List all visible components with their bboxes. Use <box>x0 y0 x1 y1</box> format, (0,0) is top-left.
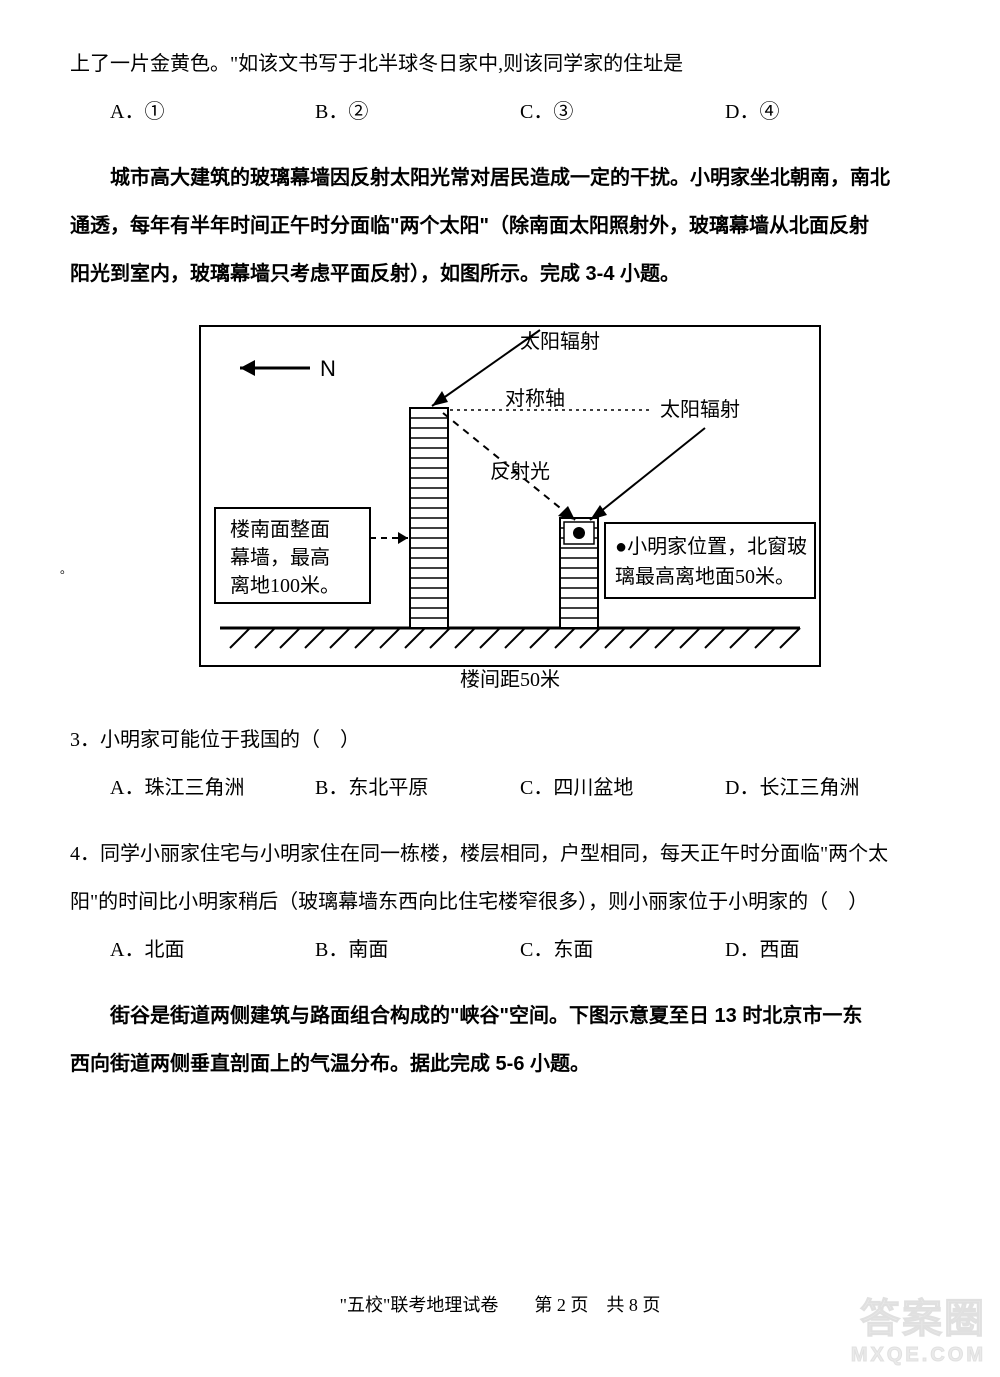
sun-radiation-label-top: 太阳辐射 <box>520 330 600 353</box>
page-footer: "五校"联考地理试卷 第 2 页 共 8 页 <box>0 1291 1000 1317</box>
watermark-line2: MXQE.COM <box>851 1344 986 1367</box>
q4-opt-a: A．北面 <box>110 926 315 974</box>
q4-stem-l2: 阳"的时间比小明家稍后（玻璃幕墙东西向比住宅楼窄很多），则小丽家位于小明家的（ … <box>70 878 930 926</box>
q4-options: A．北面 B．南面 C．东面 D．西面 <box>70 926 930 974</box>
q3-opt-b: B．东北平原 <box>315 764 520 812</box>
sun-radiation-label-right: 太阳辐射 <box>660 398 740 421</box>
passage-b-line2: 西向街道两侧垂直剖面上的气温分布。据此完成 5-6 小题。 <box>70 1040 930 1088</box>
passage-a-line2: 通透，每年有半年时间正午时分面临"两个太阳"（除南面太阳照射外，玻璃幕墙从北面反… <box>70 202 930 250</box>
q3-opt-d: D．长江三角洲 <box>725 764 930 812</box>
q4-opt-b: B．南面 <box>315 926 520 974</box>
passage-b-line1: 街谷是街道两侧建筑与路面组合构成的"峡谷"空间。下图示意夏至日 13 时北京市一… <box>70 992 930 1040</box>
prev-page-continuation: 上了一片金黄色。"如该文书写于北半球冬日家中,则该同学家的住址是 <box>70 40 930 88</box>
q2-opt-b: B．② <box>315 88 520 136</box>
q2-opt-a: A．① <box>110 88 315 136</box>
reflected-label: 反射光 <box>490 460 550 483</box>
q3-options: A．珠江三角洲 B．东北平原 C．四川盆地 D．长江三角洲 <box>70 764 930 812</box>
q4-stem-l1: 4．同学小丽家住宅与小明家住在同一栋楼，楼层相同，户型相同，每天正午时分面临"两… <box>70 830 930 878</box>
q2-options: A．① B．② C．③ D．④ <box>70 88 930 136</box>
q3-stem: 3．小明家可能位于我国的（ ） <box>70 716 930 764</box>
gap-label: 楼间距50米 <box>460 668 560 691</box>
ground-hatch <box>220 628 800 648</box>
left-box-l1: 楼南面整面 <box>230 518 330 541</box>
right-box-l2: 璃最高离地面50米。 <box>615 565 795 588</box>
left-box-l3: 离地100米。 <box>230 574 340 597</box>
q3-opt-a: A．珠江三角洲 <box>110 764 315 812</box>
q2-opt-d: D．④ <box>725 88 930 136</box>
q3-opt-c: C．四川盆地 <box>520 764 725 812</box>
passage-a-line1: 城市高大建筑的玻璃幕墙因反射太阳光常对居民造成一定的干扰。小明家坐北朝南，南北 <box>70 154 930 202</box>
short-building <box>560 518 598 628</box>
right-box-l1: ●小明家位置，北窗玻 <box>615 535 807 558</box>
q4-opt-c: C．东面 <box>520 926 725 974</box>
q4-opt-d: D．西面 <box>725 926 930 974</box>
axis-label: 对称轴 <box>505 387 565 410</box>
n-label: N <box>320 356 336 381</box>
tall-building <box>410 408 448 628</box>
left-box-l2: 幕墙，最高 <box>230 546 330 569</box>
reflection-diagram: N <box>160 308 840 698</box>
exam-page: 上了一片金黄色。"如该文书写于北半球冬日家中,则该同学家的住址是 A．① B．②… <box>0 0 1000 1377</box>
stray-mark: 。 <box>60 560 72 577</box>
passage-a-line3: 阳光到室内，玻璃幕墙只考虑平面反射），如图所示。完成 3-4 小题。 <box>70 250 930 298</box>
q2-opt-c: C．③ <box>520 88 725 136</box>
